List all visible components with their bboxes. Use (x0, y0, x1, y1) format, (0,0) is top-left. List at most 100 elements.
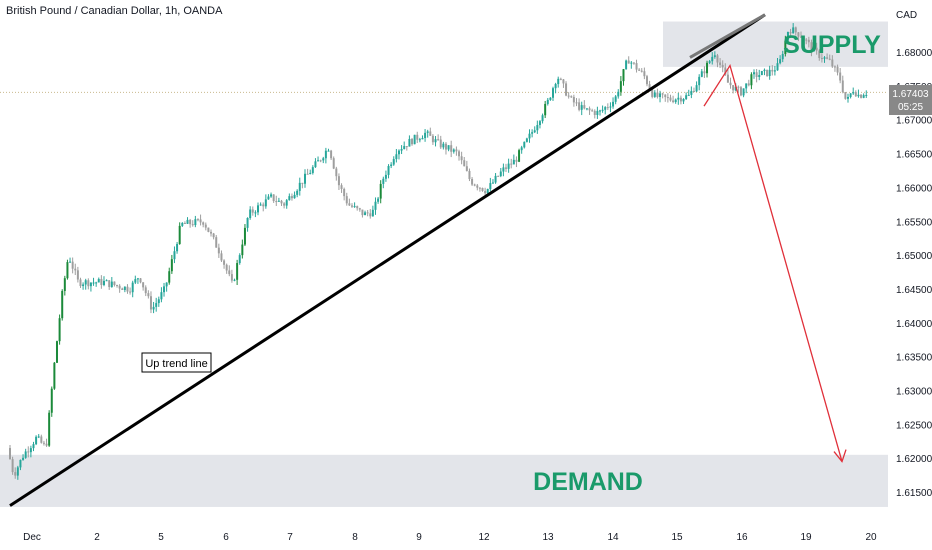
candle-body (844, 92, 847, 99)
candle-body (557, 78, 560, 85)
candle-body (578, 102, 581, 110)
x-tick-label: 20 (865, 532, 877, 543)
candle-body (828, 58, 831, 60)
candle-body (515, 159, 518, 162)
candle-body (275, 201, 278, 203)
candle-body (330, 150, 333, 159)
candle-body (711, 56, 714, 62)
candle-body (390, 164, 393, 167)
candle-body (170, 259, 173, 272)
candle-body (395, 154, 398, 160)
candle-body (598, 110, 601, 112)
candle-body (781, 53, 784, 60)
candle-body (653, 92, 656, 97)
candle-body (40, 436, 43, 443)
candle-body (732, 85, 735, 91)
demand-label: DEMAND (533, 468, 643, 496)
candle-body (32, 444, 35, 449)
candle-body (285, 200, 288, 206)
candle-body (491, 182, 494, 184)
candle-body (857, 94, 860, 97)
candle-body (635, 63, 638, 70)
candle-body (648, 84, 651, 90)
x-tick-label: 12 (478, 532, 490, 543)
candle-body (418, 139, 421, 141)
candle-body (666, 97, 669, 99)
candle-body (455, 149, 458, 152)
trendline-annotation[interactable]: Up trend line (141, 352, 212, 373)
x-tick-label: 19 (800, 532, 812, 543)
candle-body (129, 291, 132, 293)
candle-body (317, 160, 320, 162)
candle-body (259, 204, 262, 206)
candle-body (178, 225, 181, 244)
candle-body (149, 296, 152, 310)
candle-body (625, 60, 628, 70)
candle-body (831, 59, 834, 67)
candle-body (818, 50, 821, 59)
x-tick-label: 13 (542, 532, 554, 543)
candle-body (737, 86, 740, 88)
candle-body (29, 448, 32, 453)
candle-body (708, 61, 711, 63)
candle-body (572, 96, 575, 103)
candle-body (672, 100, 675, 103)
candle-body (196, 219, 199, 221)
supply-label: SUPPLY (783, 31, 881, 59)
candle-body (533, 130, 536, 133)
candle-body (836, 66, 839, 73)
x-tick-label: Dec (23, 532, 41, 543)
candle-body (465, 166, 468, 171)
candle-body (841, 80, 844, 93)
candle-body (538, 121, 541, 126)
candle-body (416, 134, 419, 140)
candle-body (421, 138, 424, 140)
candle-body (71, 261, 74, 269)
up-trend-line[interactable] (9, 13, 766, 507)
candle-body (747, 83, 750, 86)
candle-body (290, 196, 293, 199)
projection-arrow-path[interactable] (703, 63, 843, 462)
candle-body (789, 32, 792, 34)
candle-body (802, 36, 805, 40)
candle-body (552, 88, 555, 98)
candle-body (525, 138, 528, 142)
candle-body (301, 182, 304, 184)
candle-body (674, 99, 677, 103)
candle-body (118, 285, 121, 289)
candle-body (643, 71, 646, 77)
candle-body (207, 227, 210, 232)
candle-body (447, 145, 450, 150)
candle-body (387, 166, 390, 175)
x-tick-label: 8 (352, 532, 358, 543)
candle-body (411, 138, 414, 145)
last-price-value: 1.67403 (892, 89, 929, 100)
x-tick-label: 9 (416, 532, 422, 543)
candle-body (703, 71, 706, 74)
x-tick-label: 2 (94, 532, 100, 543)
candle-body (481, 187, 484, 191)
candle-body (105, 280, 108, 282)
candle-body (384, 174, 387, 179)
candle-body (356, 206, 359, 209)
candle-body (452, 149, 455, 152)
candle-body (771, 69, 774, 72)
candle-body (745, 83, 748, 89)
candle-body (215, 237, 218, 248)
candle-body (361, 209, 364, 216)
candle-body (408, 138, 411, 147)
candle-body (698, 76, 701, 86)
price-axis[interactable]: CAD 1.680001.675001.670001.665001.660001… (896, 10, 932, 499)
candle-body (210, 231, 213, 234)
candle-body (379, 183, 382, 199)
candle-body (768, 69, 771, 77)
candle-body (815, 47, 818, 51)
candle-body (478, 187, 481, 189)
candle-body (332, 158, 335, 169)
time-axis[interactable]: Dec 2 5 6 7 8 9 12 13 14 15 16 19 20 (23, 532, 877, 543)
candle-body (382, 178, 385, 184)
candle-body (251, 209, 254, 213)
candle-body (168, 271, 171, 283)
candle-body (450, 145, 453, 152)
